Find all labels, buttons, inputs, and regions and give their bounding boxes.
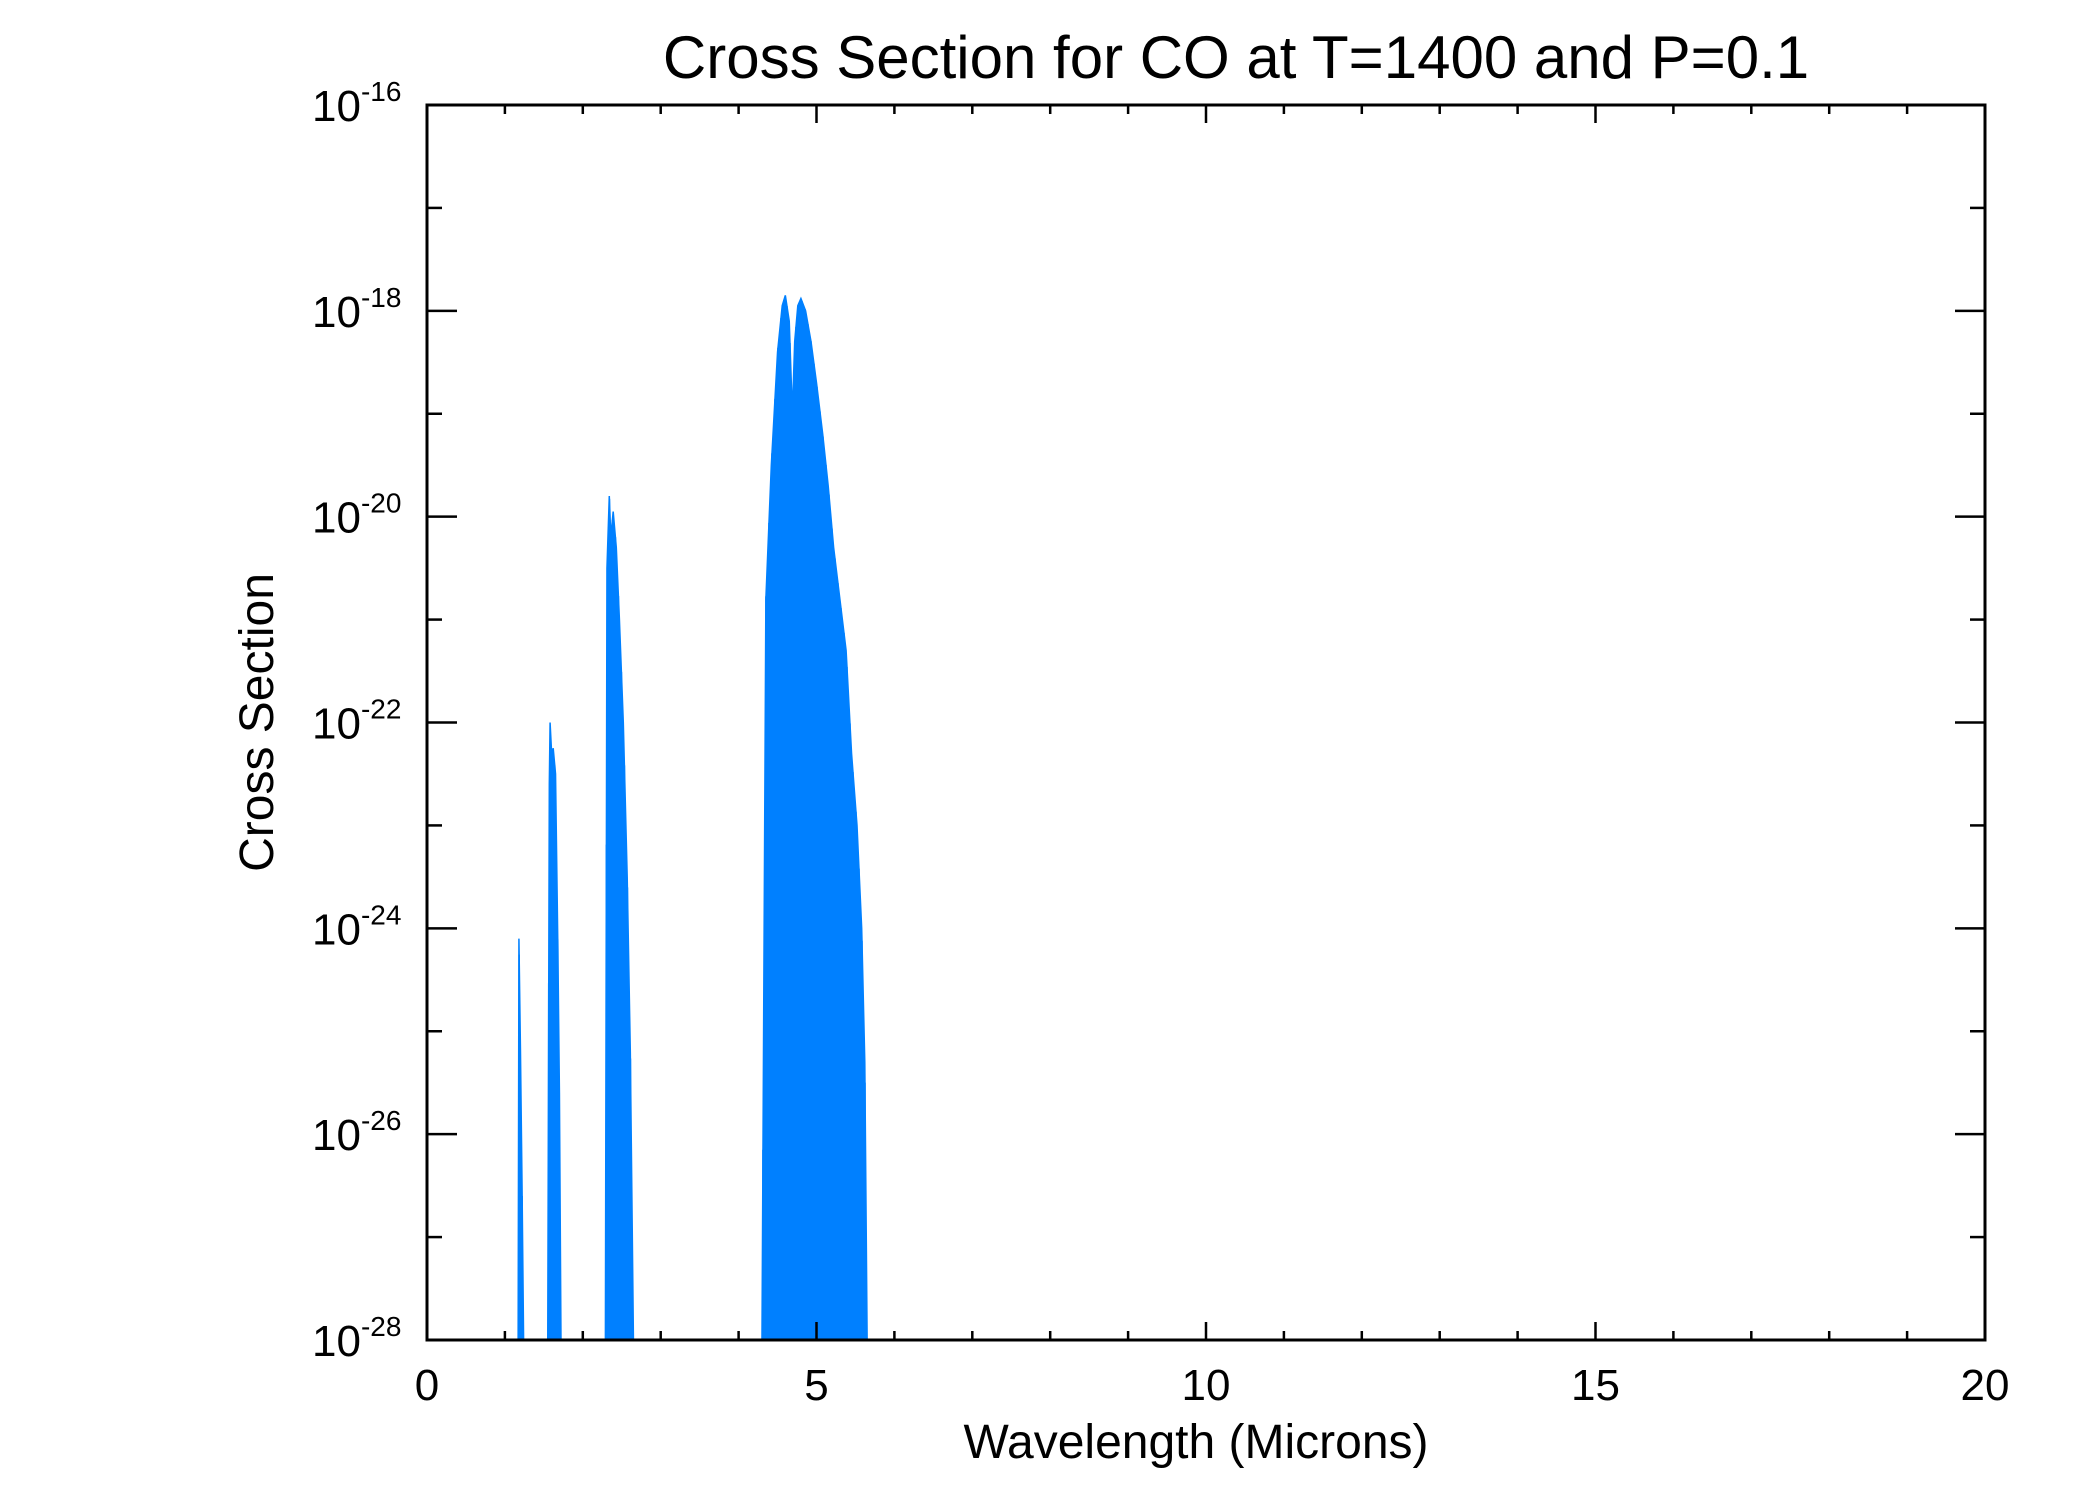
band-first-overtone (604, 496, 635, 1341)
y-tick-label: 10-24 (312, 899, 401, 954)
y-tick-label: 10-22 (312, 694, 401, 749)
chart-title: Cross Section for CO at T=1400 and P=0.1 (663, 24, 1809, 91)
x-tick-label: 15 (1571, 1361, 1620, 1410)
y-tick-label: 10-20 (312, 488, 401, 543)
band-fundamental (761, 295, 868, 1341)
plot-frame (425, 103, 1987, 1342)
x-tick-label: 0 (415, 1361, 439, 1410)
y-tick-label: 10-16 (312, 76, 401, 131)
band-third-overtone (517, 938, 525, 1341)
x-axis-label: Wavelength (Microns) (963, 1416, 1428, 1469)
x-tick-label: 10 (1182, 1361, 1231, 1410)
y-axis-label: Cross Section (231, 573, 284, 872)
y-tick-label: 10-18 (312, 282, 401, 337)
ticks-layer: 0 5 10 15 20 10-16 10-18 10-20 10-22 10-24 10-26 10… (312, 76, 2009, 1410)
band-second-overtone (546, 722, 562, 1341)
x-tick-label: 5 (804, 1361, 828, 1410)
data-layer (517, 295, 868, 1341)
y-tick-label: 10-26 (312, 1105, 401, 1160)
x-tick-label: 20 (1961, 1361, 2010, 1410)
y-tick-label: 10-28 (312, 1311, 401, 1366)
